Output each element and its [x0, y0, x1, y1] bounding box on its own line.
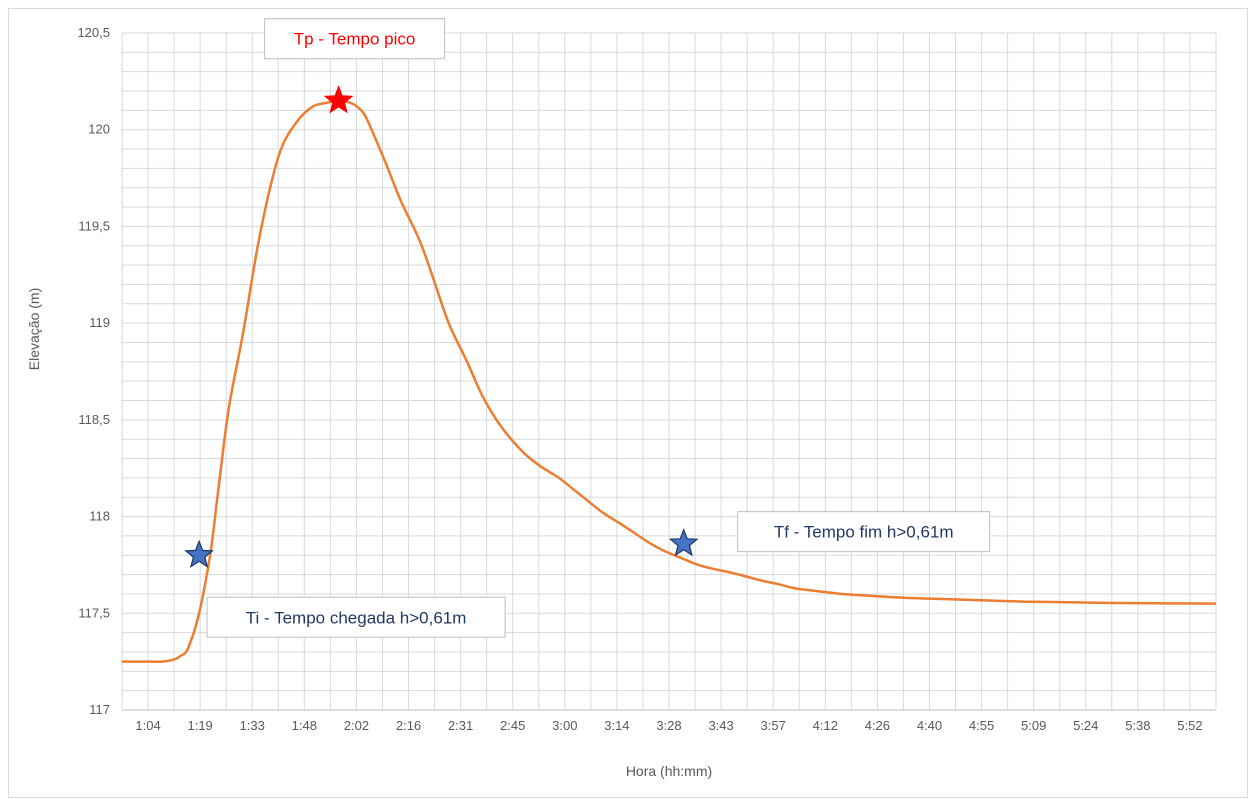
annotation-label: Tp - Tempo pico	[294, 30, 416, 49]
annotation-box	[206, 596, 506, 638]
x-tick-label: 4:55	[969, 718, 994, 733]
series-layer	[122, 99, 1217, 664]
x-axis-title: Hora (hh:mm)	[626, 763, 712, 779]
y-axis-title: Elevação (m)	[26, 288, 42, 370]
marker-layer: Ti - Tempo chegada h>0,61m Tp - Tempo pic…	[184, 18, 991, 638]
y-tick-label: 119	[89, 315, 110, 330]
y-tick-label: 119,5	[78, 218, 110, 233]
x-tick-label: 3:00	[552, 718, 577, 733]
grid-layer	[121, 32, 1217, 711]
x-tick-label: 4:40	[917, 718, 942, 733]
x-tick-label: 2:31	[448, 718, 473, 733]
star-marker-icon	[323, 85, 354, 114]
y-tick-label: 118	[89, 509, 110, 524]
y-tick-label: 120,5	[77, 25, 110, 40]
annotation-label: Ti - Tempo chegada h>0,61m	[246, 608, 467, 627]
annotation-box	[264, 18, 446, 60]
x-tick-label: 5:52	[1177, 718, 1202, 733]
y-tick-label: 117,5	[78, 605, 110, 620]
x-tick-label: 2:45	[500, 718, 525, 733]
star-marker-icon	[184, 539, 214, 568]
chart-frame: 117 117,5 118 118,5 119 119,5 120 120,5 1:04 1:19…	[8, 8, 1248, 798]
y-tick-label: 117	[89, 702, 110, 717]
x-tick-label: 3:14	[604, 718, 629, 733]
y-tick-label: 120	[88, 122, 110, 137]
line-chart: 117 117,5 118 118,5 119 119,5 120 120,5 1:04 1:19…	[26, 18, 1217, 779]
star-marker-icon	[668, 528, 699, 557]
x-tick-label: 1:19	[187, 718, 212, 733]
tick-layer: 117 117,5 118 118,5 119 119,5 120 120,5 1:04 1:19…	[77, 25, 1202, 733]
x-tick-label: 5:38	[1125, 718, 1150, 733]
y-tick-label: 118,5	[78, 412, 110, 427]
x-tick-label: 1:33	[240, 718, 265, 733]
x-tick-label: 3:57	[761, 718, 786, 733]
x-tick-label: 1:48	[292, 718, 317, 733]
x-tick-label: 2:02	[344, 718, 369, 733]
annotation-box	[737, 511, 991, 553]
x-tick-label: 3:43	[708, 718, 733, 733]
x-tick-label: 3:28	[656, 718, 681, 733]
x-tick-label: 4:12	[813, 718, 838, 733]
x-tick-label: 5:24	[1073, 718, 1098, 733]
elevation-series-line	[122, 99, 1217, 664]
x-tick-label: 5:09	[1021, 718, 1046, 733]
x-tick-label: 1:04	[135, 718, 160, 733]
annotation-label: Tf - Tempo fim h>0,61m	[774, 523, 954, 542]
x-tick-label: 2:16	[396, 718, 421, 733]
x-tick-label: 4:26	[865, 718, 890, 733]
